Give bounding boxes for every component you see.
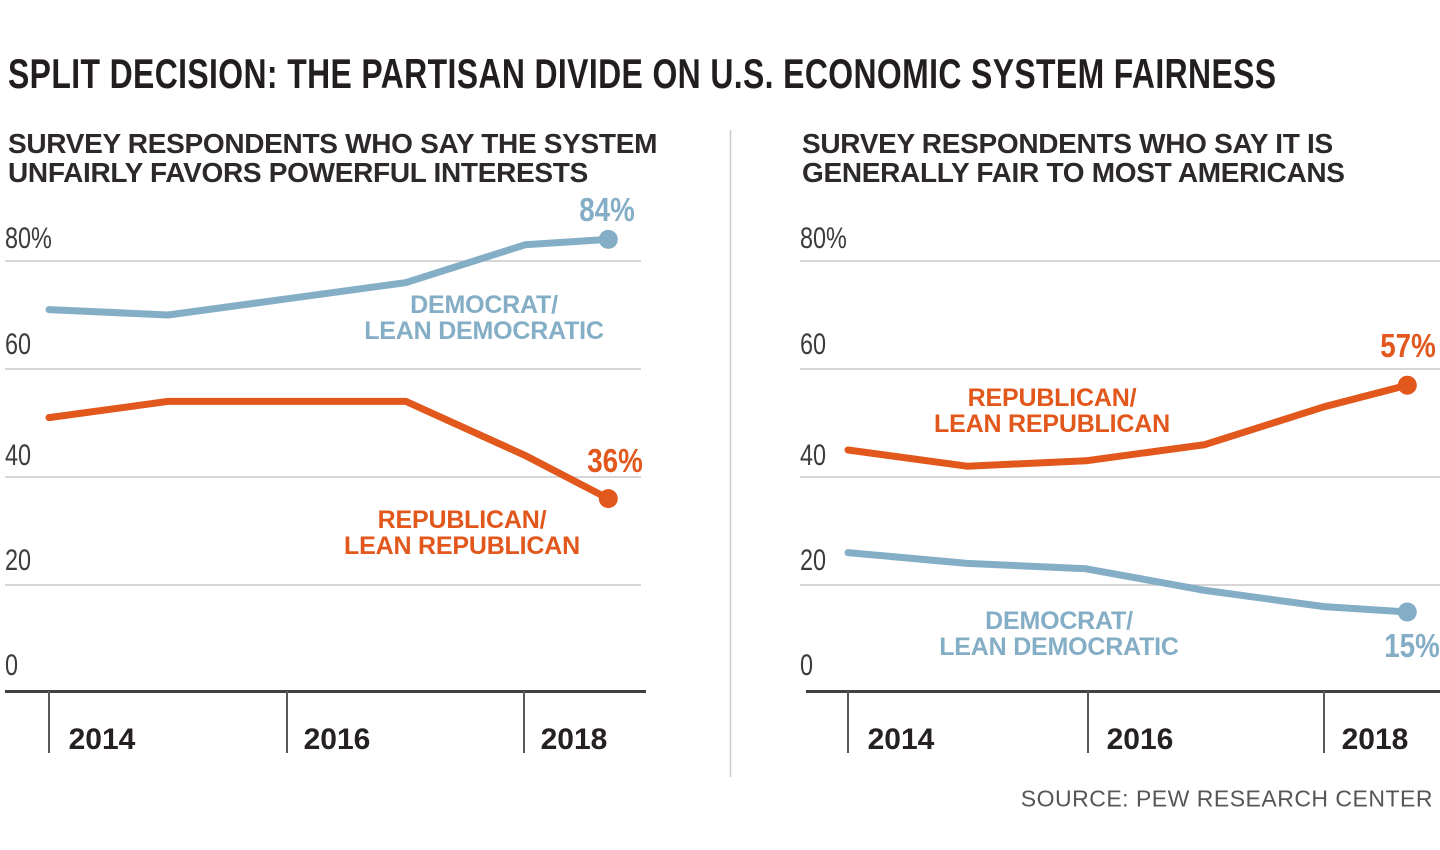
x-axis-label: 2014	[867, 723, 935, 756]
x-axis-label: 2016	[1106, 723, 1174, 756]
y-axis-label: 0	[800, 649, 814, 682]
x-axis-label: 2014	[68, 723, 136, 756]
page-title: SPLIT DECISION: THE PARTISAN DIVIDE ON U…	[8, 50, 1277, 97]
source-credit: SOURCE: PEW RESEARCH CENTER	[1020, 785, 1433, 812]
series-label: REPUBLICAN/ LEAN REPUBLICAN	[934, 384, 1170, 438]
y-axis-label: 0	[5, 649, 19, 682]
y-axis-label: 60	[5, 328, 32, 361]
series-label: REPUBLICAN/ LEAN REPUBLICAN	[344, 506, 580, 560]
x-axis-label: 2016	[303, 723, 371, 756]
x-axis-label: 2018	[1341, 723, 1409, 756]
series-end-value-label: 36%	[587, 442, 643, 479]
y-axis-label: 20	[800, 544, 827, 577]
series-end-value-label: 84%	[579, 191, 635, 228]
right-chart-subtitle: SURVEY RESPONDENTS WHO SAY IT IS GENERAL…	[802, 128, 1345, 188]
series-end-value-label: 15%	[1384, 627, 1440, 664]
y-axis-label: 80%	[800, 222, 847, 255]
y-axis-label: 40	[800, 439, 827, 472]
x-axis-label: 2018	[540, 723, 608, 756]
y-axis-label: 20	[5, 544, 32, 577]
series-label: DEMOCRAT/ LEAN DEMOCRATIC	[364, 291, 604, 345]
y-axis-label: 80%	[5, 222, 52, 255]
series-end-value-label: 57%	[1380, 327, 1436, 364]
left-chart-subtitle: SURVEY RESPONDENTS WHO SAY THE SYSTEM UN…	[8, 128, 658, 188]
y-axis-label: 60	[800, 328, 827, 361]
y-axis-label: 40	[5, 439, 32, 472]
series-label: DEMOCRAT/ LEAN DEMOCRATIC	[939, 607, 1179, 661]
